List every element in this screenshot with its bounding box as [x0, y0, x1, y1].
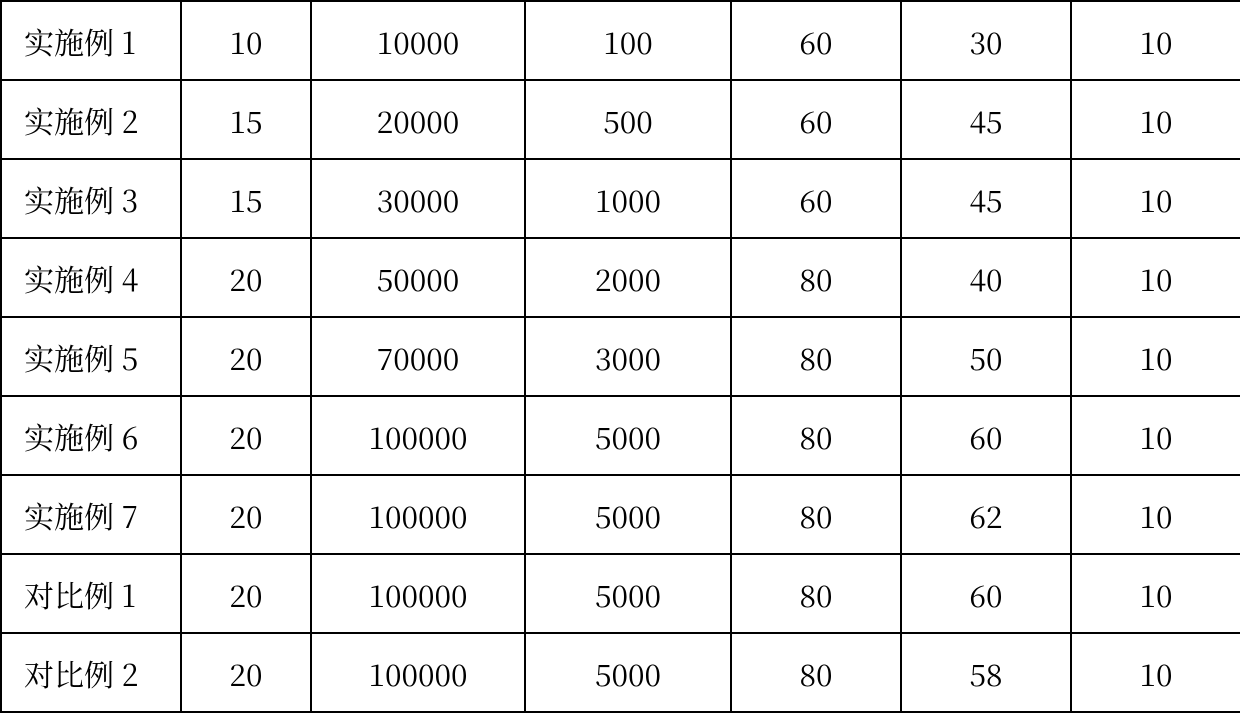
cell: 10: [1071, 396, 1240, 475]
cell: 5000: [525, 475, 731, 554]
table-container: 实施例 1 10 10000 100 60 30 10 实施例 2 15 200…: [0, 0, 1240, 713]
row-label: 实施例 7: [1, 475, 181, 554]
cell: 80: [731, 317, 901, 396]
cell: 58: [901, 633, 1071, 712]
table-row: 对比例 2 20 100000 5000 80 58 10: [1, 633, 1240, 712]
cell: 80: [731, 633, 901, 712]
cell: 60: [901, 554, 1071, 633]
table-row: 实施例 2 15 20000 500 60 45 10: [1, 80, 1240, 159]
cell: 60: [901, 396, 1071, 475]
cell: 20: [181, 554, 311, 633]
cell: 5000: [525, 396, 731, 475]
cell: 10000: [311, 1, 525, 80]
cell: 10: [1071, 159, 1240, 238]
cell: 10: [1071, 317, 1240, 396]
cell: 80: [731, 554, 901, 633]
cell: 45: [901, 159, 1071, 238]
cell: 10: [1071, 633, 1240, 712]
cell: 80: [731, 475, 901, 554]
table-row: 实施例 6 20 100000 5000 80 60 10: [1, 396, 1240, 475]
cell: 20: [181, 633, 311, 712]
row-label: 实施例 5: [1, 317, 181, 396]
cell: 20: [181, 317, 311, 396]
table-row: 实施例 7 20 100000 5000 80 62 10: [1, 475, 1240, 554]
cell: 40: [901, 238, 1071, 317]
row-label: 实施例 4: [1, 238, 181, 317]
cell: 100000: [311, 396, 525, 475]
table-row: 对比例 1 20 100000 5000 80 60 10: [1, 554, 1240, 633]
cell: 15: [181, 159, 311, 238]
table-row: 实施例 5 20 70000 3000 80 50 10: [1, 317, 1240, 396]
table-row: 实施例 1 10 10000 100 60 30 10: [1, 1, 1240, 80]
row-label: 对比例 2: [1, 633, 181, 712]
cell: 10: [181, 1, 311, 80]
cell: 15: [181, 80, 311, 159]
table-row: 实施例 4 20 50000 2000 80 40 10: [1, 238, 1240, 317]
cell: 20000: [311, 80, 525, 159]
cell: 80: [731, 396, 901, 475]
data-table: 实施例 1 10 10000 100 60 30 10 实施例 2 15 200…: [0, 0, 1240, 713]
row-label: 实施例 2: [1, 80, 181, 159]
cell: 50: [901, 317, 1071, 396]
cell: 3000: [525, 317, 731, 396]
cell: 1000: [525, 159, 731, 238]
cell: 30000: [311, 159, 525, 238]
table-row: 实施例 3 15 30000 1000 60 45 10: [1, 159, 1240, 238]
cell: 20: [181, 396, 311, 475]
row-label: 对比例 1: [1, 554, 181, 633]
cell: 100000: [311, 633, 525, 712]
cell: 10: [1071, 475, 1240, 554]
cell: 100: [525, 1, 731, 80]
cell: 10: [1071, 80, 1240, 159]
cell: 60: [731, 1, 901, 80]
cell: 500: [525, 80, 731, 159]
cell: 62: [901, 475, 1071, 554]
cell: 10: [1071, 1, 1240, 80]
cell: 30: [901, 1, 1071, 80]
cell: 2000: [525, 238, 731, 317]
cell: 50000: [311, 238, 525, 317]
cell: 80: [731, 238, 901, 317]
cell: 70000: [311, 317, 525, 396]
row-label: 实施例 3: [1, 159, 181, 238]
cell: 5000: [525, 633, 731, 712]
row-label: 实施例 6: [1, 396, 181, 475]
cell: 10: [1071, 554, 1240, 633]
cell: 10: [1071, 238, 1240, 317]
cell: 20: [181, 475, 311, 554]
cell: 100000: [311, 554, 525, 633]
cell: 100000: [311, 475, 525, 554]
cell: 60: [731, 159, 901, 238]
cell: 60: [731, 80, 901, 159]
cell: 5000: [525, 554, 731, 633]
cell: 45: [901, 80, 1071, 159]
row-label: 实施例 1: [1, 1, 181, 80]
cell: 20: [181, 238, 311, 317]
